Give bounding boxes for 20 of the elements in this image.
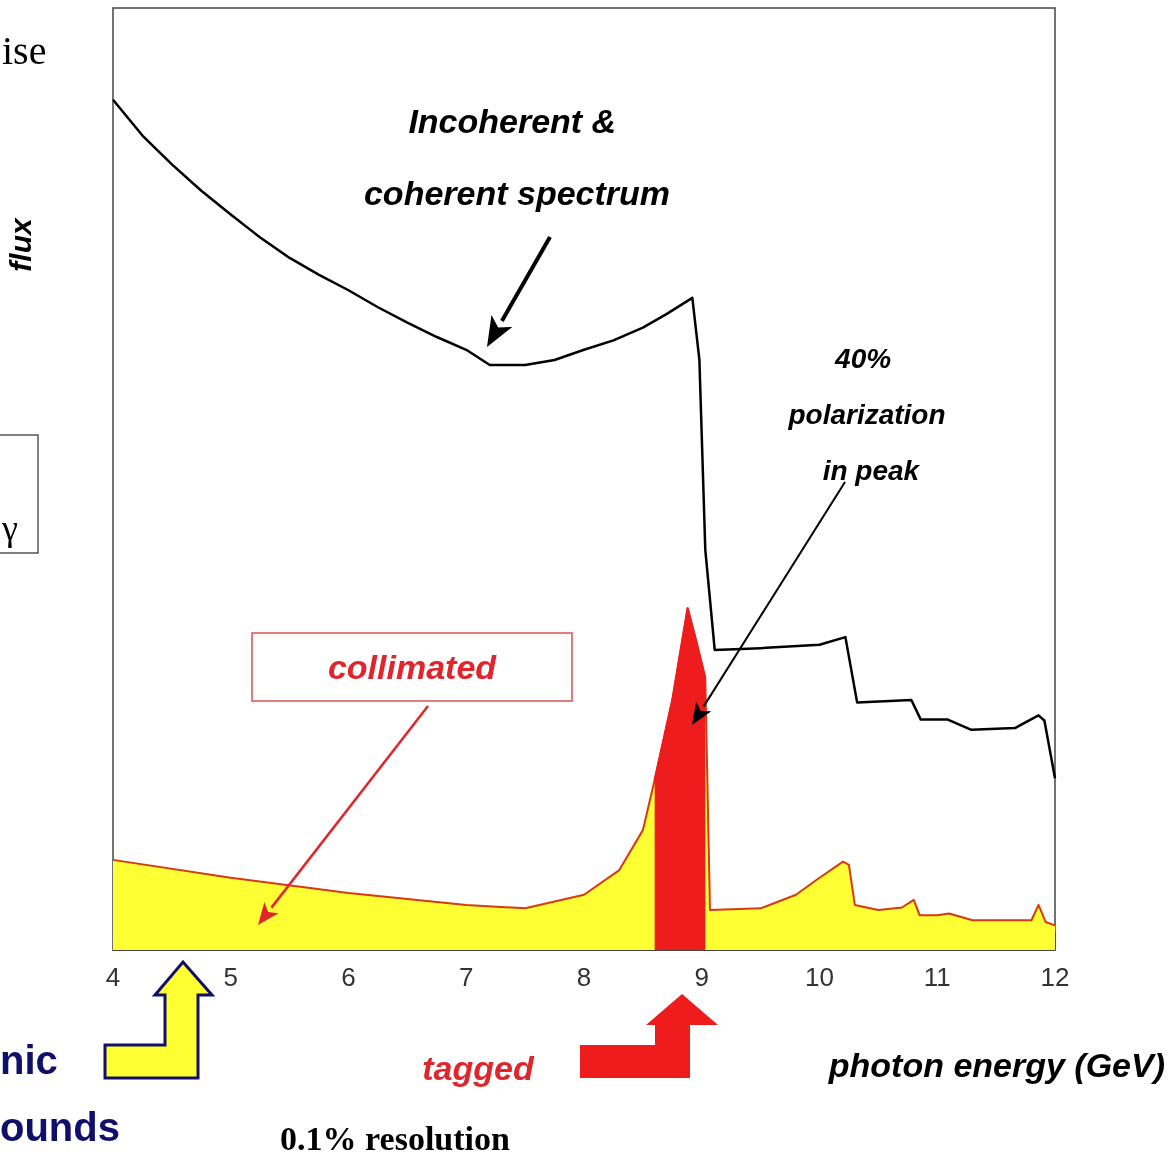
x-axis-title: photon energy (GeV) (827, 1046, 1165, 1084)
text: 0.1% resolution (280, 1119, 510, 1157)
annotation: 40% polarization in peak (787, 342, 946, 486)
annotation: Incoherent & coherent spectrum (363, 102, 671, 212)
x-tick-label: 6 (341, 962, 356, 992)
x-tick-label: 9 (694, 962, 709, 992)
x-tick-label: 11 (923, 962, 951, 992)
text: γ (1, 508, 18, 548)
x-tick-label: 8 (576, 962, 592, 992)
text: ounds (0, 1105, 120, 1149)
x-tick-label: 4 (105, 962, 121, 992)
text: nic (0, 1038, 58, 1082)
y-axis-title: flux (3, 217, 37, 272)
x-tick-label: 5 (223, 962, 238, 992)
x-tick-label: 7 (459, 962, 474, 992)
annotation: collimated (327, 648, 498, 686)
x-tick-label: 10 (805, 962, 834, 992)
x-tick-label: 12 (1040, 962, 1070, 992)
text: ise (2, 27, 47, 73)
text: tagged (422, 1049, 535, 1087)
